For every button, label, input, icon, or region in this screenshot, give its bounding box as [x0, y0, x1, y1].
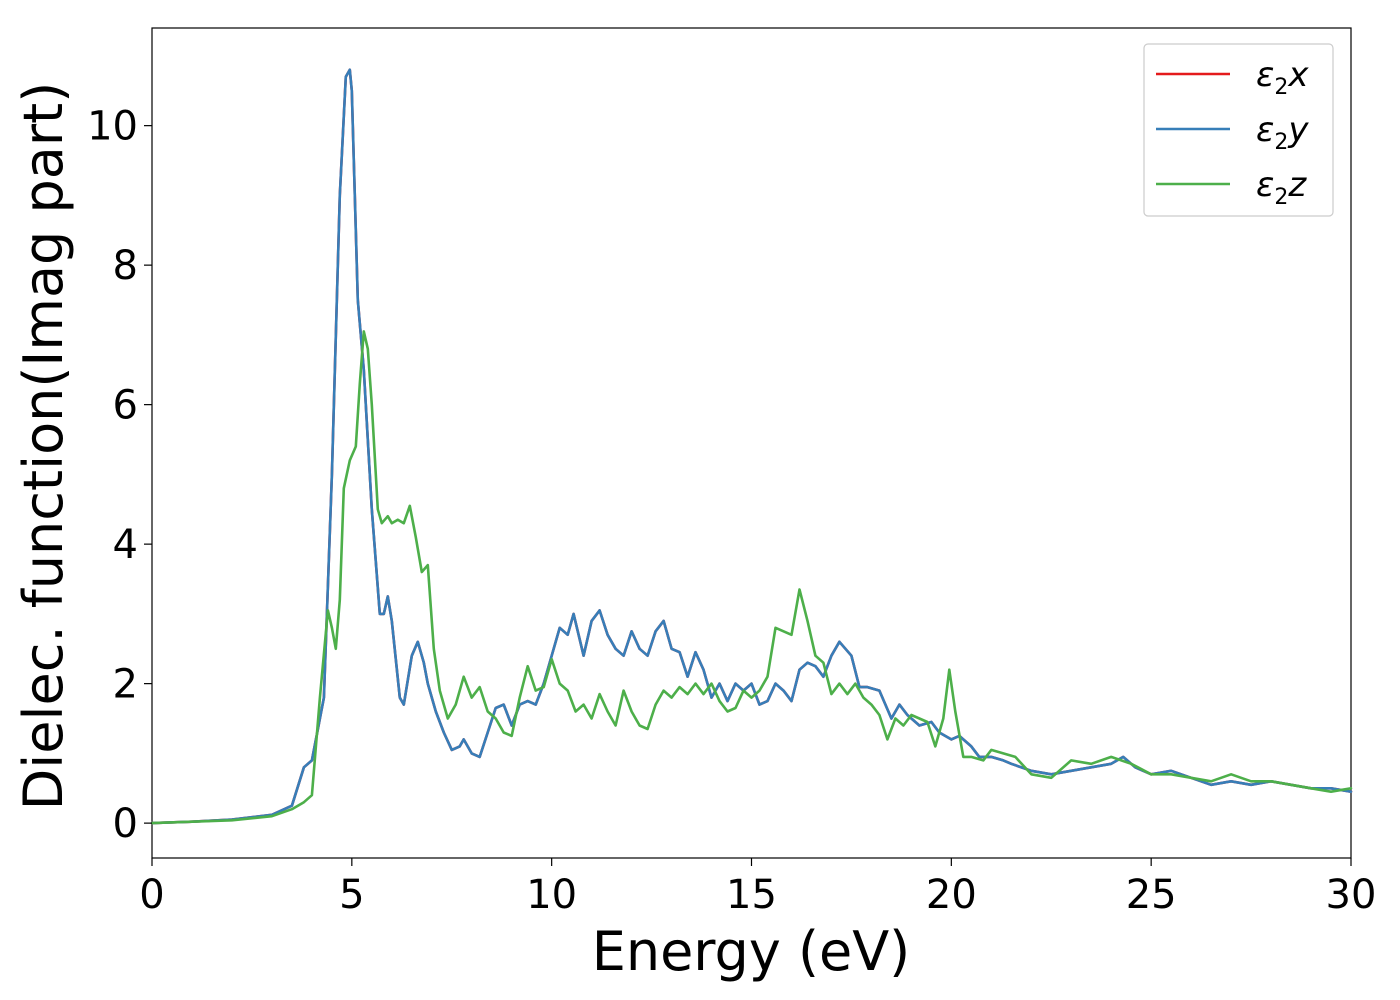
x-tick-label: 25	[1126, 872, 1177, 918]
series-line-y	[150, 68, 1353, 825]
series-lines	[150, 68, 1353, 825]
legend-label-x: ε2x	[1256, 55, 1309, 100]
series-line-z	[150, 330, 1353, 825]
y-tick-label: 4	[113, 522, 138, 568]
y-axis: 0 2 4 6 8 10	[87, 104, 152, 847]
x-tick-label: 20	[926, 872, 977, 918]
x-tick-label: 15	[726, 872, 777, 918]
y-tick-label: 6	[113, 383, 138, 429]
x-axis: 0 5 10 15 20 25 30	[139, 858, 1376, 918]
y-tick-label: 10	[87, 104, 138, 150]
x-tick-label: 0	[139, 872, 164, 918]
legend-label-y: ε2y	[1256, 110, 1309, 155]
y-tick-label: 0	[113, 801, 138, 847]
legend-label-z: ε2z	[1256, 165, 1307, 210]
y-tick-label: 8	[113, 243, 138, 289]
x-axis-title: Energy (eV)	[592, 920, 911, 983]
y-tick-label: 2	[113, 662, 138, 708]
x-tick-label: 30	[1326, 872, 1377, 918]
x-tick-label: 5	[339, 872, 364, 918]
legend-box	[1143, 43, 1334, 217]
legend: ε2x ε2y ε2z	[1143, 43, 1334, 217]
y-axis-title: Dielec. function(Imag part)	[12, 82, 75, 811]
x-tick-label: 10	[526, 872, 577, 918]
